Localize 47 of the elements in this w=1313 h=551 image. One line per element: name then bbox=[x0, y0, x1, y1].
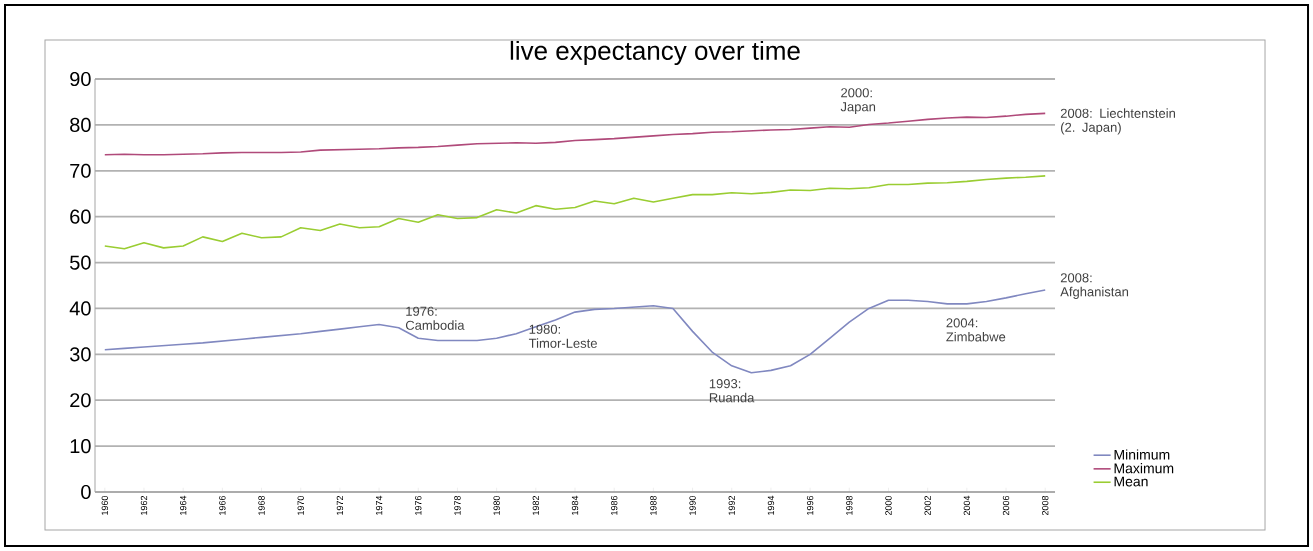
x-tick-label: 1994 bbox=[767, 495, 775, 515]
x-tick-label: 1972 bbox=[336, 496, 344, 515]
y-tick-label: 40 bbox=[69, 301, 91, 316]
y-tick-label: 30 bbox=[69, 347, 91, 362]
x-tick-label: 2006 bbox=[1002, 495, 1010, 516]
x-tick-label: 2004 bbox=[963, 495, 971, 516]
y-tick-label: 50 bbox=[70, 255, 91, 270]
line-series bbox=[104, 175, 1047, 250]
x-tick-label: 1968 bbox=[258, 495, 265, 515]
x-tick-label: 1962 bbox=[140, 496, 148, 515]
y-tick-label: 0 bbox=[81, 484, 91, 500]
x-tick-label: 1976 bbox=[415, 495, 422, 515]
x-tick-label: 1966 bbox=[219, 495, 226, 515]
annotation: 1993: Ruanda bbox=[709, 379, 755, 403]
y-tick-label: 20 bbox=[70, 393, 91, 408]
annotation: 2000: Japan bbox=[840, 88, 876, 114]
annotation: 1976: Cambodia bbox=[405, 306, 465, 330]
y-tick-label: 90 bbox=[70, 71, 91, 87]
legend-label: Mean bbox=[1114, 476, 1148, 487]
x-tick-label: 1974 bbox=[375, 495, 383, 515]
y-tick-label: 70 bbox=[70, 163, 91, 178]
y-tick-label: 80 bbox=[70, 117, 91, 132]
x-tick-label: 1970 bbox=[297, 495, 304, 515]
annotation: 2008: Afghanistan bbox=[1060, 273, 1129, 299]
x-tick-label: 1996 bbox=[806, 495, 814, 515]
x-tick-label: 1980 bbox=[493, 495, 500, 515]
y-tick-label: 60 bbox=[70, 209, 91, 224]
annotation: 2008: Liechtenstein (2. Japan) bbox=[1060, 108, 1175, 135]
x-tick-label: 2002 bbox=[924, 496, 931, 516]
legend-label: Minimum bbox=[1114, 449, 1170, 460]
annotation: 2004: Zimbabwe bbox=[946, 318, 1006, 342]
x-tick-label: 1982 bbox=[532, 496, 540, 515]
x-tick-label: 1998 bbox=[846, 495, 853, 515]
x-tick-label: 1986 bbox=[611, 495, 618, 515]
y-tick-label: 10 bbox=[70, 439, 91, 454]
x-tick-label: 1988 bbox=[650, 495, 657, 515]
x-tick-label: 1960 bbox=[101, 495, 108, 515]
x-tick-label: 1992 bbox=[728, 496, 735, 515]
x-tick-label: 1984 bbox=[571, 495, 579, 515]
x-tick-label: 2000 bbox=[885, 495, 892, 516]
x-tick-label: 2008 bbox=[1042, 495, 1049, 516]
legend-label: Maximum bbox=[1114, 463, 1174, 474]
x-tick-label: 1964 bbox=[179, 495, 187, 515]
x-tick-label: 1978 bbox=[454, 495, 461, 515]
annotation: 1980: Timor-Leste bbox=[528, 324, 597, 348]
chart-title: live expectancy over time bbox=[510, 40, 800, 66]
x-tick-label: 1990 bbox=[689, 495, 696, 515]
